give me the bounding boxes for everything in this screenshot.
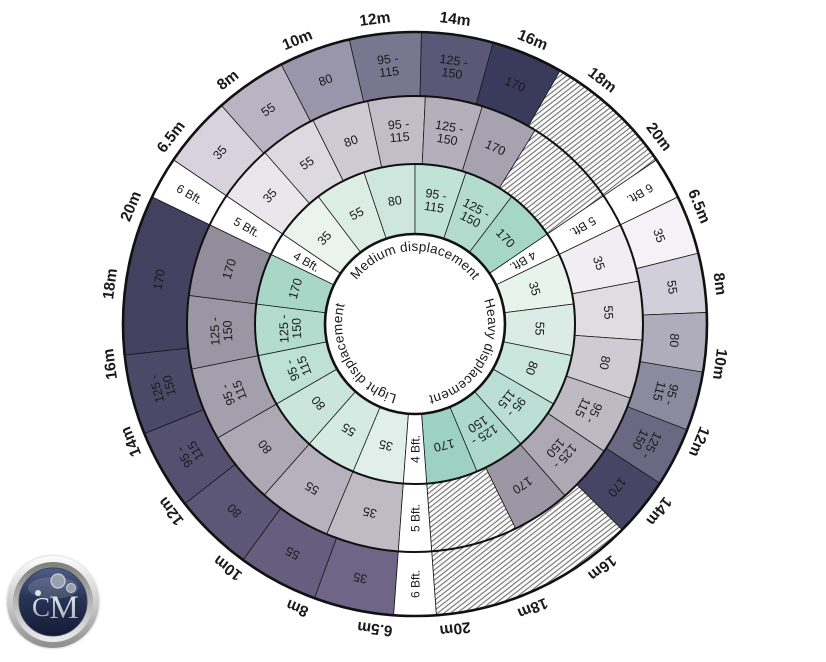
size-label-light-14m: 14m [117,424,145,459]
cell-value-medium-0-3: 95 -115 [422,186,448,216]
size-label-heavy-18m: 18m [515,594,550,622]
logo-letter-c: C [32,592,50,622]
center-circle [323,232,507,416]
cell-value-medium-2-2: 80 [317,71,335,89]
size-label-light-16m: 16m [100,348,121,381]
cell-value-medium-2-4: 125 -150 [437,52,469,83]
cell-value-heavy-0-1: 55 [532,321,547,335]
cell-value-light-1-2: 80 [255,437,275,457]
ring-border-inner [254,163,576,485]
cell-value-light-1-4: 125 -150 [208,316,236,345]
cell-value-medium-2-3: 95 -115 [376,51,400,80]
cell-value-medium-1-4: 125 -150 [432,118,465,149]
size-label-medium-12m: 12m [358,9,391,30]
cell-value-heavy-0-0: 35 [526,280,543,297]
cell-value-heavy-1-2: 80 [596,355,613,371]
cell-value-light-0-2: 80 [309,393,329,413]
size-label-medium-14m: 14m [439,9,472,30]
cell-value-light-2-0: 35 [352,569,369,586]
cell-value-medium-0-4: 125 -150 [454,195,492,232]
ring-borders [121,30,709,618]
cell-value-medium-1-1: 55 [297,154,316,173]
size-label-heavy-12m: 12m [685,424,713,459]
cell-value-heavy-2-2: 80 [667,333,682,348]
logo-bubble-small [66,583,76,593]
cell-value-heavy-2-3: 95 -115 [650,379,682,407]
wind-label-2-6Bft: 6 Bft. [408,570,422,598]
cell-value-medium-0-1: 55 [347,204,366,223]
cell-value-light-0-5: 170 [286,277,305,301]
cell-value-heavy-1-1: 55 [601,305,616,320]
cell-value-light-1-3: 95 -115 [218,378,251,408]
cell-value-heavy-0-2: 80 [523,359,541,377]
cell-value-heavy-2-1: 55 [664,279,680,295]
cell-value-light-2-5: 170 [151,268,168,291]
cell-value-light-1-1: 55 [302,478,321,497]
cell-value-heavy-2-0: 35 [650,227,668,245]
size-label-light-6.5m: 6.5m [356,618,393,639]
logo-bubble-large [50,573,66,589]
cell-value-heavy-0-5: 170 [432,436,456,454]
size-label-heavy-8m: 8m [710,272,730,296]
wheel-outer-border [121,30,709,618]
wheel-cells [122,31,708,616]
cell-value-medium-0-2: 80 [387,193,403,209]
cell-value-light-2-1: 55 [283,543,302,562]
size-label-light-18m: 18m [100,267,121,300]
cell-value-light-1-5: 170 [220,257,239,281]
size-label-heavy-10m: 10m [709,348,730,381]
cell-value-light-2-4: 125 -150 [147,370,180,404]
cell-value-medium-1-3: 95 -115 [387,117,411,145]
cell-value-light-0-3: 95 -115 [282,353,315,383]
size-label-light-8m: 8m [284,596,311,620]
size-label-medium-16m: 16m [515,26,550,54]
cell-value-medium-1-2: 80 [342,132,360,150]
ring-border-middle [186,95,644,553]
logo-letter-m: M [49,590,78,626]
cell-value-light-1-0: 35 [361,504,378,521]
wind-label-2-4Bft: 4 Bft. [408,435,422,463]
size-label-heavy-20m: 20m [439,618,472,639]
cell-value-heavy-1-0: 35 [590,254,608,272]
size-label-medium-8m: 8m [214,67,242,94]
cell-value-heavy-2-4: 125 -150 [628,424,665,462]
cell-value-medium-2-1: 55 [259,100,278,119]
logo-bubble-tiny [35,590,41,596]
cell-value-light-0-0: 35 [377,437,394,454]
cell-value-light-0-4: 125 -150 [277,314,305,343]
wind-label-2-5Bft: 5 Bft. [408,504,422,532]
cell-value-light-0-1: 55 [339,420,358,439]
size-label-light-20m: 20m [117,189,145,224]
size-label-medium-10m: 10m [280,26,315,54]
